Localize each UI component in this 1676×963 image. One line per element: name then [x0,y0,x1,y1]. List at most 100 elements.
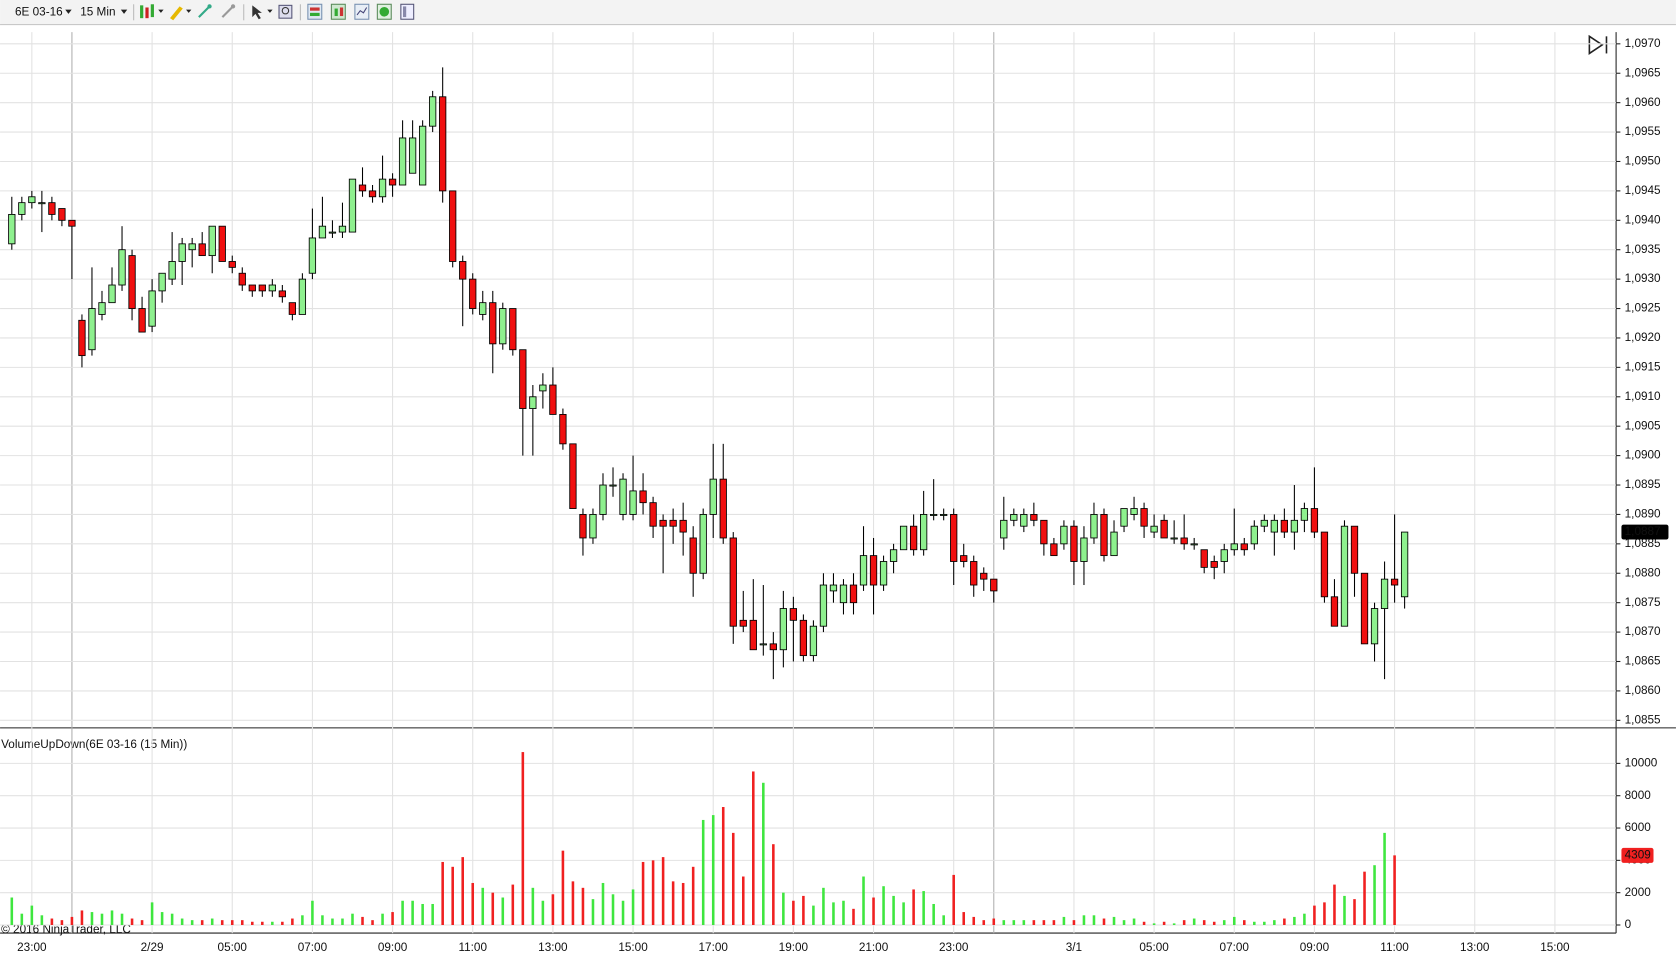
y-tick-label: 6000 [1625,821,1652,834]
volume-bar [190,920,194,925]
volume-bar [721,807,725,925]
candle-body [779,608,787,651]
volume-bar [792,900,795,925]
candle-body [980,572,988,580]
volume-bar [1062,916,1066,925]
volume-bar [541,900,545,925]
candle-body [128,255,136,309]
window-button[interactable] [400,3,415,20]
y-tick-label: 1,0915 [1625,360,1661,373]
trade-button[interactable] [376,3,392,20]
dropdown-arrow[interactable] [120,9,128,14]
volume-bar [431,903,434,925]
y-tick-label: 1,0855 [1625,713,1661,726]
candle-body [28,196,36,204]
volume-bar [922,891,925,925]
volume-bar [1242,920,1246,925]
chart-properties-button[interactable] [354,3,370,20]
zoom-button[interactable] [278,4,293,19]
volume-bar [1102,918,1106,925]
volume-bar [1283,918,1286,925]
volume-bar [501,897,505,925]
marks-layer [8,67,1409,925]
candle-body [829,584,838,592]
volume-bar [511,884,515,925]
volume-bar [230,920,234,925]
candle-body [1240,543,1248,551]
volume-bar [972,916,976,925]
candle-body [539,384,547,392]
dropdown-arrow[interactable] [65,9,72,14]
volume-bar [651,860,655,925]
volume-bar [832,902,835,925]
candle-body [1260,519,1268,527]
x-tick-label: 13:00 [538,941,568,954]
volume-bar [932,903,935,925]
chart-style-button[interactable] [140,4,164,19]
volume-bar [641,861,645,925]
volume-bar [701,819,705,925]
candle-body [1270,519,1278,533]
volume-bar [1112,916,1116,925]
scroll-to-end-button[interactable] [1588,34,1608,55]
x-tick-label: 09:00 [378,941,408,954]
volume-bar [130,918,134,925]
candle-body [18,202,26,215]
volume-bar [451,866,454,925]
volume-bar [90,912,94,925]
volume-bar [621,900,625,925]
candle-body [1360,572,1369,645]
data-box-button[interactable] [330,3,346,20]
volume-bar [852,908,855,925]
volume-bar [160,912,164,925]
candle-body [930,514,938,516]
candle-body [429,96,437,127]
candle-body [288,302,297,315]
volume-bar [361,916,364,925]
candle-body [1100,514,1108,557]
order-button[interactable] [307,3,323,20]
volume-bar [401,900,404,925]
candle-body [138,308,146,333]
volume-bar [421,903,424,925]
x-tick-label: 15:00 [1540,941,1570,954]
strategy-button[interactable] [221,4,236,18]
candle-body [1080,537,1088,562]
y-tick-label: 1,0960 [1625,96,1661,109]
candle-body [1300,508,1309,521]
volume-bar [982,920,986,925]
volume-bar [441,861,444,925]
instrument-selector[interactable]: 6E 03-16 [15,5,63,18]
candle-body [1030,514,1038,521]
interval-selector[interactable]: 15 Min [80,5,115,18]
y-tick-label: 1,0885 [1625,537,1661,550]
volume-bar [1253,921,1256,925]
candle-body [378,178,387,198]
candle-body [328,231,337,234]
volume-bar [1383,832,1386,925]
volume-bar [912,889,915,925]
volume-bar [1333,884,1336,925]
x-tick-label: 3/1 [1066,941,1082,954]
volume-bar [1293,916,1296,925]
volume-bar [942,915,945,925]
x-tick-label: 17:00 [699,941,729,954]
candle-body [1200,549,1208,568]
candle-body [1130,508,1138,515]
indicator-button[interactable] [198,4,212,18]
candle-body [208,225,216,257]
volume-bar [471,882,475,925]
candle-body [1250,525,1258,545]
draw-tool-button[interactable] [169,6,192,21]
y-tick-label: 1,0955 [1625,125,1661,138]
candle-body [1340,525,1349,627]
pointer-button[interactable] [252,5,273,20]
volume-bar [291,918,294,925]
candle-body [118,249,126,286]
candle-body [308,237,317,274]
volume-bar [741,876,745,925]
candle-body [258,284,266,292]
volume-bar [40,915,44,925]
candle-body [789,608,798,621]
x-tick-label: 05:00 [1139,941,1169,954]
